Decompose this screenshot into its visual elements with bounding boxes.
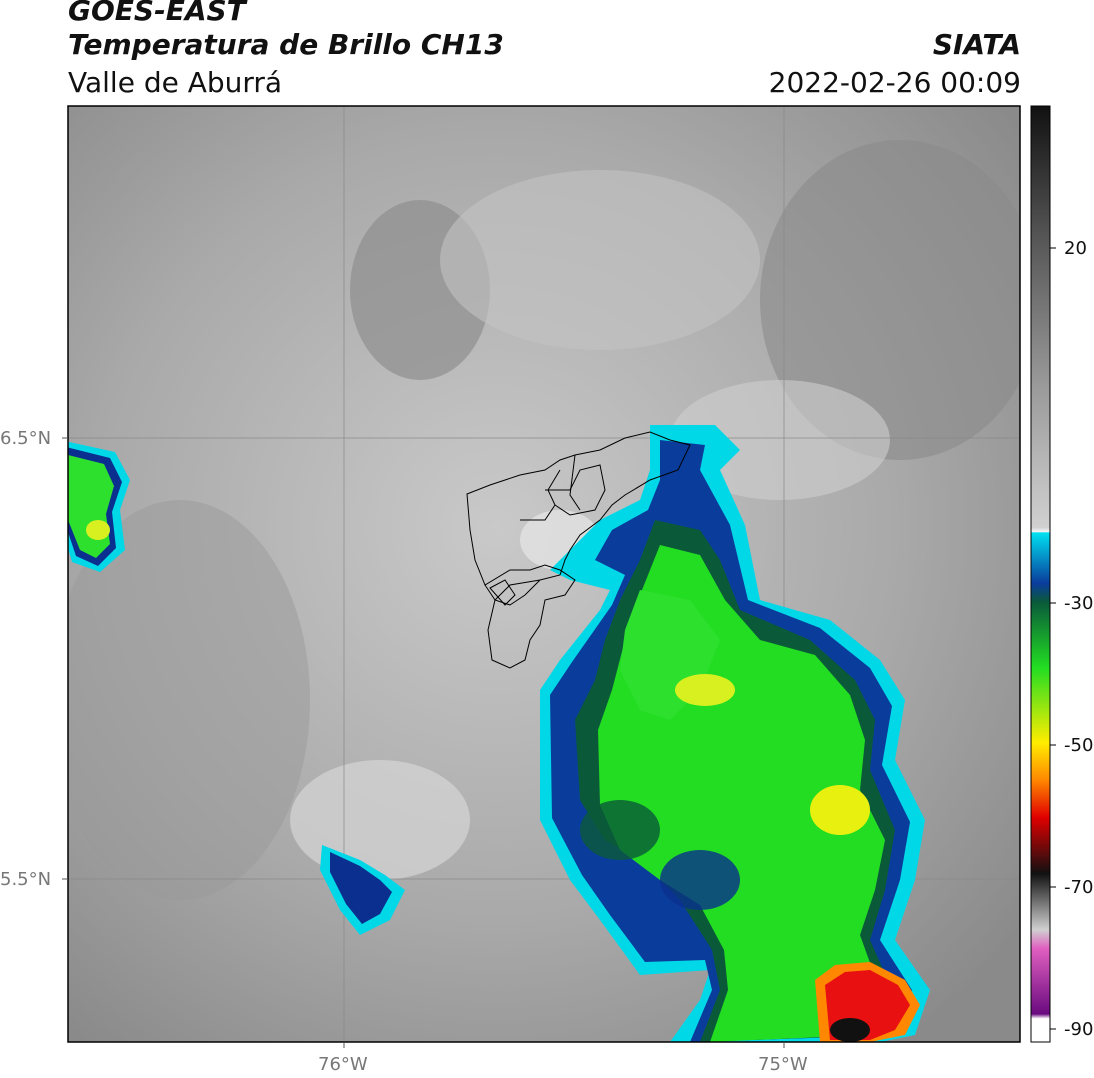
lat-label-6-5: 6.5°N [0,428,52,449]
lon-label-75: 75°W [758,1054,808,1075]
storm-cell-main [540,425,930,1042]
colorbar-tick: 20 [1064,238,1087,259]
region-subtitle: Valle de Aburrá [68,66,283,99]
lat-label-5-5: 5.5°N [0,869,52,890]
colorbar-tick: -90 [1064,1019,1094,1040]
colorbar-tick: -50 [1064,735,1094,756]
agency-label: SIATA [932,28,1021,61]
satellite-title: GOES-EAST [68,0,246,27]
map-area [68,106,1020,1042]
map-frame [67,105,1021,1043]
colorbar-tick: -30 [1064,593,1094,614]
colorbar [1030,105,1051,1043]
lon-label-76: 76°W [318,1054,368,1075]
storm-cell-west [68,441,130,572]
valle-de-aburra-boundaries [466,431,691,669]
storm-cell-southwest [320,845,405,935]
product-title: Temperatura de Brillo CH13 [68,28,504,61]
colorbar-tick: -70 [1064,877,1094,898]
datetime-label: 2022-02-26 00:09 [768,66,1021,99]
